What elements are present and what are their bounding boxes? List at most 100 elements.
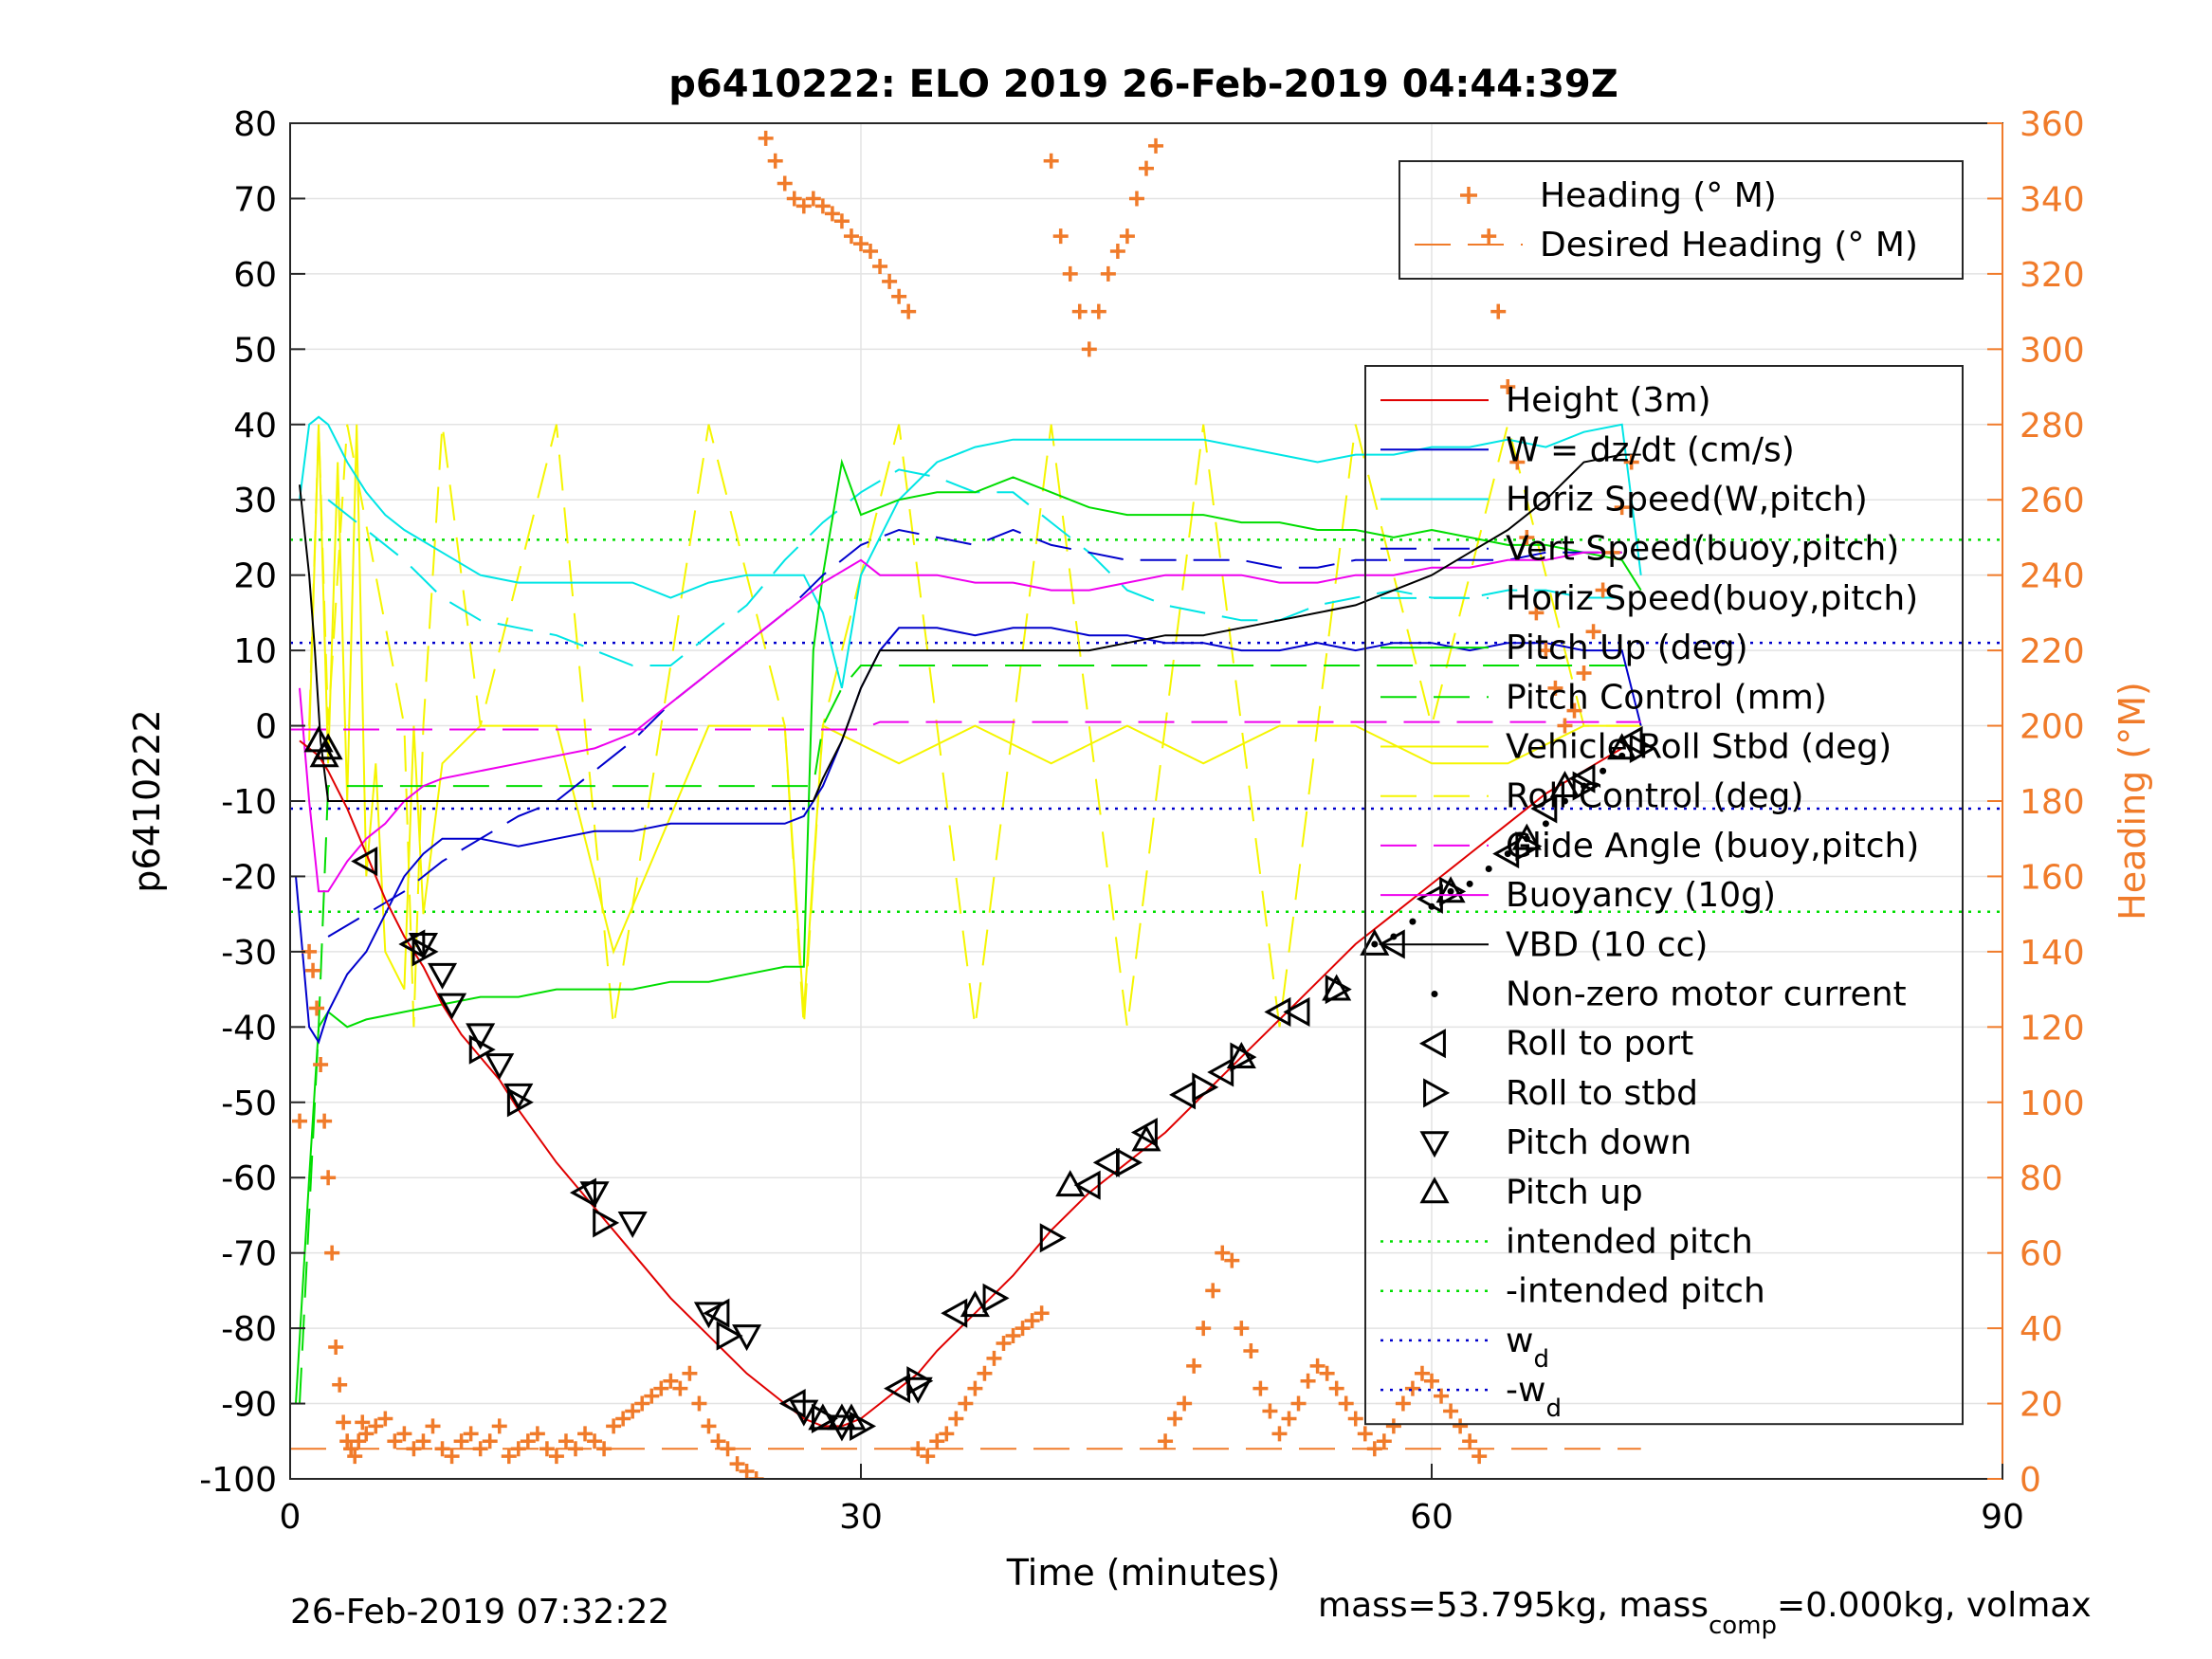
- main-legend-swatch: [1418, 1029, 1446, 1059]
- main-legend-label: Non-zero motor current: [1506, 975, 1907, 1014]
- heading-point: [1281, 1411, 1297, 1427]
- heading-point: [1290, 1395, 1307, 1412]
- main-legend-label: Horiz Speed(W,pitch): [1506, 481, 1868, 520]
- heading-point: [377, 1411, 393, 1427]
- heading-legend-box: [1398, 160, 1964, 280]
- y-tick-label: -60: [221, 1159, 277, 1198]
- heading-point: [387, 1433, 403, 1449]
- main-legend-label: VBD (10 cc): [1506, 925, 1708, 964]
- motor-current-point: [1600, 767, 1607, 775]
- heading-point: [463, 1426, 479, 1442]
- motor-current-point: [1504, 850, 1511, 858]
- x-axis-label: Time (minutes): [1006, 1552, 1281, 1594]
- heading-point: [501, 1449, 517, 1465]
- roll-stbd-marker: [506, 1087, 534, 1118]
- main-legend-label: Pitch up: [1506, 1173, 1643, 1212]
- heading-point: [843, 228, 859, 245]
- heading-point: [814, 198, 831, 214]
- y2-tick-label: 340: [2020, 180, 2085, 219]
- heading-point: [305, 962, 321, 978]
- y2-axis-label: Heading (°M): [2111, 682, 2153, 921]
- y-tick-label: 20: [233, 557, 277, 596]
- y2-tick-label: 120: [2020, 1009, 2085, 1048]
- heading-point: [1472, 1449, 1488, 1465]
- heading-point: [786, 191, 802, 207]
- vbd-series: [299, 453, 1641, 802]
- heading-point: [739, 1464, 755, 1479]
- footer-mass-sub: comp: [1709, 1612, 1777, 1640]
- roll-port-marker: [1568, 763, 1596, 793]
- roll-stbd-marker: [1572, 771, 1600, 801]
- heading-point: [472, 1441, 488, 1457]
- main-legend-label: Pitch down: [1506, 1123, 1691, 1162]
- heading-point: [1414, 1365, 1430, 1381]
- y2-ticks: 3603403203002802602402202001801601401201…: [1987, 105, 2085, 1500]
- heading-point: [625, 1403, 641, 1419]
- roll-stbd-marker: [1629, 733, 1656, 763]
- heading-point: [691, 1395, 707, 1412]
- heading-point: [682, 1365, 698, 1381]
- pitch-up-marker: [1226, 1042, 1256, 1069]
- heading-point: [1205, 1283, 1221, 1299]
- main-legend-label: W = dz/dt (cm/s): [1506, 430, 1795, 469]
- main-legend-label: Roll to port: [1506, 1025, 1693, 1064]
- heading-point: [1547, 680, 1563, 696]
- heading-point: [958, 1395, 974, 1412]
- main-legend-label: Vert Speed(buoy,pitch): [1506, 530, 1899, 569]
- y2-tick-label: 300: [2020, 331, 2085, 370]
- heading-point: [406, 1441, 422, 1457]
- heading-point: [824, 206, 840, 222]
- heading-point: [1538, 643, 1554, 659]
- heading-point: [1424, 1373, 1439, 1389]
- heading-point: [1015, 1321, 1031, 1337]
- heading-point: [1090, 303, 1106, 319]
- main-legend-label: wd: [1506, 1322, 1549, 1374]
- roll-port-marker: [569, 1177, 596, 1208]
- main-legend-label: Roll Control (deg): [1506, 777, 1803, 816]
- main-legend: Height (3m) W = dz/dt (cm/s) Horiz Speed(W…: [1364, 365, 1964, 1426]
- heading-point: [368, 1418, 384, 1434]
- y-tick-label: 40: [233, 407, 277, 446]
- heading-point: [1043, 153, 1059, 169]
- footer-mass-post: =0.000kg, volmax: [1777, 1586, 2092, 1625]
- heading-point: [948, 1411, 964, 1427]
- pitch-up-marker: [1549, 771, 1581, 798]
- heading-point: [324, 1245, 340, 1261]
- heading-point: [996, 1336, 1012, 1351]
- heading-point: [606, 1418, 622, 1434]
- heading-point: [1300, 1373, 1316, 1389]
- pitch-up-marker: [313, 733, 343, 760]
- y-tick-label: 30: [233, 482, 277, 520]
- heading-point: [910, 1441, 926, 1457]
- roll-port-marker: [351, 847, 378, 877]
- heading-point: [1385, 1418, 1401, 1434]
- roll-stbd-marker: [1230, 1042, 1257, 1072]
- heading-point: [1139, 160, 1154, 176]
- heading-point: [1434, 1388, 1450, 1404]
- main-legend-label: Pitch Up (deg): [1506, 629, 1748, 667]
- heading-point: [777, 175, 793, 191]
- heading-point: [1357, 1426, 1373, 1442]
- heading-point: [1376, 1433, 1392, 1449]
- heading-point: [332, 1376, 348, 1393]
- heading-point: [320, 1170, 337, 1186]
- heading-point: [710, 1433, 726, 1449]
- pitch-up-marker: [1131, 1124, 1161, 1152]
- heading-point: [1224, 1252, 1240, 1268]
- roll-stbd-marker: [468, 1034, 496, 1065]
- main-legend-swatch: [1419, 1131, 1450, 1158]
- heading-point: [355, 1414, 371, 1431]
- motor-current-point: [1485, 866, 1492, 872]
- heading-point: [1215, 1245, 1231, 1261]
- heading-point: [977, 1365, 993, 1381]
- roll-port-marker: [778, 1389, 806, 1419]
- y2-tick-label: 360: [2020, 105, 2085, 144]
- heading-point: [615, 1411, 631, 1427]
- heading-point: [1081, 341, 1097, 357]
- heading-point: [415, 1433, 431, 1449]
- roll-stbd-marker: [411, 937, 439, 967]
- heading-point: [1623, 454, 1639, 470]
- heading-point: [1462, 1433, 1478, 1449]
- roll-port-marker: [703, 1298, 730, 1328]
- pitch-down-marker: [466, 1023, 496, 1050]
